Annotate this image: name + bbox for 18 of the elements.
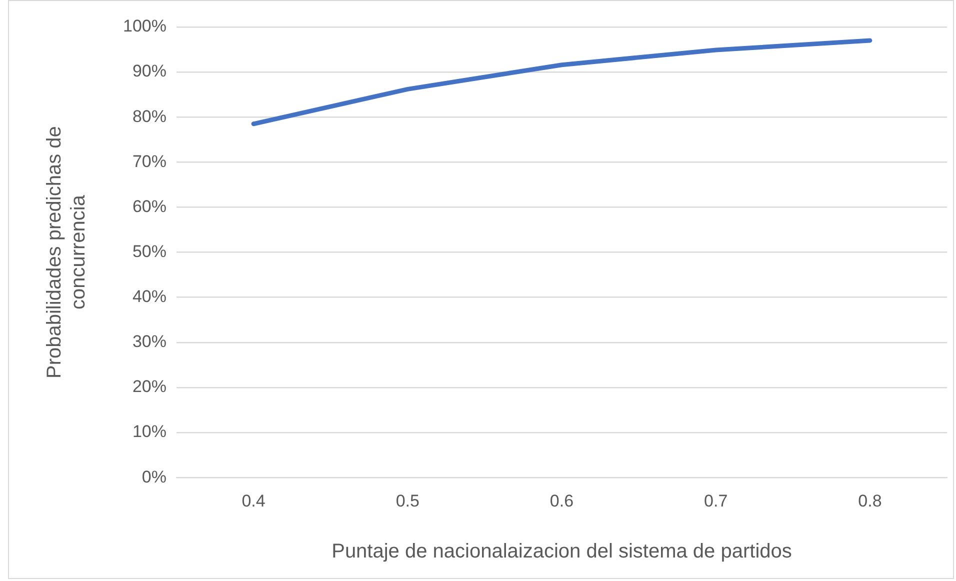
y-tick-label: 40% <box>132 287 166 306</box>
y-tick-label: 70% <box>132 152 166 171</box>
y-tick-label: 20% <box>132 377 166 396</box>
y-tick-label: 10% <box>132 422 166 442</box>
y-tick-label: 30% <box>132 332 166 352</box>
x-axis-title: Puntaje de nacionalaizacion del sistema de partidos <box>332 540 792 563</box>
y-tick-label: 90% <box>132 62 166 81</box>
y-tick-label: 100% <box>122 16 166 36</box>
x-tick-label: 0.6 <box>550 491 574 510</box>
x-tick-label: 0.8 <box>858 491 882 510</box>
y-axis-title: Probabilidades predichas de concurrencia <box>44 126 90 379</box>
x-tick-label: 0.4 <box>242 491 266 510</box>
x-tick-label: 0.7 <box>704 491 728 510</box>
y-tick-label: 50% <box>132 242 166 261</box>
y-tick-label: 60% <box>132 196 166 216</box>
y-tick-label: 0% <box>142 467 166 486</box>
y-tick-label: 80% <box>132 106 166 126</box>
x-tick-label: 0.5 <box>396 491 420 510</box>
